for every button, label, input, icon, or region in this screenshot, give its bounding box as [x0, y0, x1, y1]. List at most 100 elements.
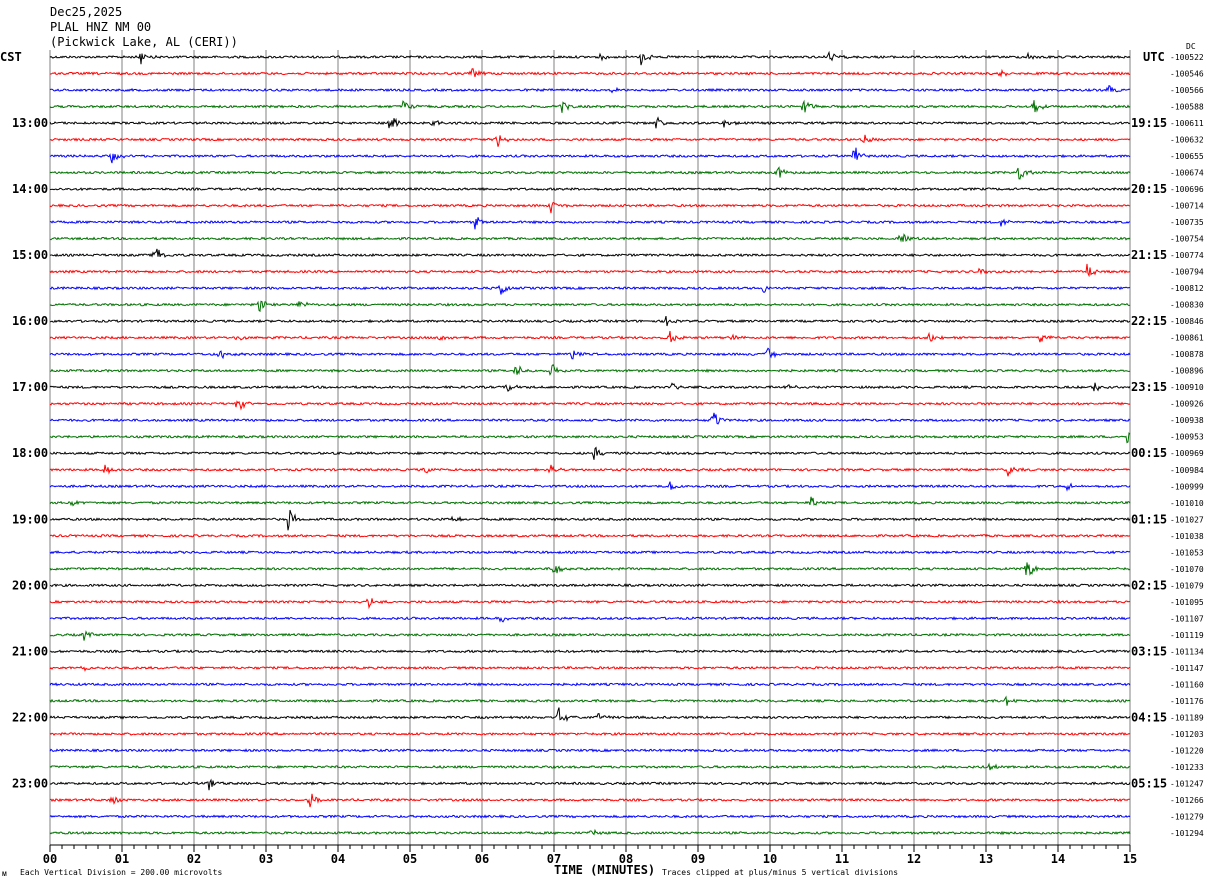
right-hour-label: 04:15 — [1131, 710, 1167, 724]
left-hour-label: 13:00 — [12, 116, 48, 130]
trace-line — [49, 731, 1131, 737]
x-tick-label: 13 — [979, 852, 993, 866]
right-hour-label: 20:15 — [1131, 182, 1167, 196]
right-hour-label: 00:15 — [1131, 446, 1167, 460]
x-axis: 00 01 02 03 04 05 06 07 08 09 10 11 12 13 14 15 — [43, 844, 1137, 866]
trace-offset-label: -101119 — [1170, 631, 1204, 640]
trace-offset-label: -100696 — [1170, 185, 1204, 194]
trace-line — [49, 116, 1131, 129]
seismic-traces — [49, 50, 1131, 836]
trace-line — [49, 284, 1131, 295]
trace-offset-label: -100588 — [1170, 103, 1204, 112]
trace-offset-label: -101053 — [1170, 548, 1204, 557]
trace-line — [49, 598, 1131, 610]
trace-offset-label: -101294 — [1170, 829, 1204, 838]
trace-line — [49, 828, 1131, 836]
trace-line — [49, 50, 1131, 66]
trace-offset-label: -100878 — [1170, 350, 1204, 359]
trace-line — [49, 382, 1131, 392]
trace-offset-label: -100910 — [1170, 383, 1204, 392]
x-tick-label: 05 — [403, 852, 417, 866]
trace-line — [49, 330, 1131, 343]
right-hour-label: 01:15 — [1131, 512, 1167, 526]
trace-offset-label: -100984 — [1170, 466, 1204, 475]
trace-line — [49, 134, 1131, 147]
x-tick-label: 09 — [691, 852, 705, 866]
trace-line — [49, 300, 1131, 313]
trace-offset-label: -100735 — [1170, 218, 1204, 227]
trace-line — [49, 583, 1131, 588]
trace-line — [49, 217, 1131, 230]
left-hour-label: 17:00 — [12, 380, 48, 394]
trace-line — [49, 562, 1131, 576]
x-tick-label: 08 — [619, 852, 633, 866]
trace-offset-label: -100611 — [1170, 119, 1204, 128]
trace-line — [49, 762, 1131, 771]
trace-offset-label: -100522 — [1170, 53, 1204, 62]
trace-offset-label: -101203 — [1170, 730, 1204, 739]
trace-offset-label: -100999 — [1170, 482, 1204, 491]
header-station: PLAL HNZ NM 00 — [50, 20, 151, 34]
trace-line — [49, 778, 1131, 791]
left-hour-label: 14:00 — [12, 182, 48, 196]
trace-line — [49, 248, 1131, 258]
right-hour-label: 23:15 — [1131, 380, 1167, 394]
trace-line — [49, 649, 1131, 654]
trace-offset-label: -101070 — [1170, 565, 1204, 574]
trace-line — [49, 695, 1131, 706]
x-tick-label: 15 — [1123, 852, 1137, 866]
time-labels: -100522 -100546 -100566 -100588 -100611 -1006… — [12, 53, 1204, 838]
trace-offset-label: -101147 — [1170, 664, 1204, 673]
trace-line — [49, 315, 1131, 327]
x-tick-label: 06 — [475, 852, 489, 866]
trace-offset-label: -100812 — [1170, 284, 1204, 293]
trace-offset-label: -100896 — [1170, 367, 1204, 376]
trace-offset-label: -100655 — [1170, 152, 1204, 161]
clip-note: Traces clipped at plus/minus 5 vertical … — [662, 868, 898, 877]
trace-offset-label: -100674 — [1170, 169, 1204, 178]
trace-offset-label: -101079 — [1170, 581, 1204, 590]
trace-offset-label: -100861 — [1170, 334, 1204, 343]
left-zone-label: CST — [0, 50, 22, 64]
trace-line — [49, 509, 1131, 531]
trace-line — [49, 814, 1131, 819]
trace-offset-label: -100953 — [1170, 433, 1204, 442]
trace-line — [49, 263, 1131, 278]
x-tick-label: 11 — [835, 852, 849, 866]
minute-gridlines — [49, 50, 1131, 845]
trace-line — [49, 68, 1131, 78]
trace-offset-label: -100846 — [1170, 317, 1204, 326]
trace-line — [49, 166, 1131, 180]
trace-line — [49, 233, 1131, 243]
trace-offset-label: -100830 — [1170, 301, 1204, 310]
trace-offset-label: -100566 — [1170, 86, 1204, 95]
trace-offset-label: -101134 — [1170, 647, 1204, 656]
left-hour-label: 16:00 — [12, 314, 48, 328]
x-tick-label: 07 — [547, 852, 561, 866]
trace-offset-label: -101095 — [1170, 598, 1204, 607]
left-hour-label: 22:00 — [12, 710, 48, 724]
header-date: Dec25,2025 — [50, 5, 122, 19]
trace-offset-label: -100969 — [1170, 449, 1204, 458]
trace-line — [49, 550, 1131, 555]
trace-offset-label: -101107 — [1170, 614, 1204, 623]
left-hour-label: 19:00 — [12, 512, 48, 526]
left-hour-label: 15:00 — [12, 248, 48, 262]
division-note: Each Vertical Division = 200.00 microvol… — [20, 868, 222, 877]
x-tick-label: 01 — [115, 852, 129, 866]
trace-line — [49, 464, 1130, 477]
left-hour-label: 23:00 — [12, 776, 48, 790]
trace-line — [49, 347, 1131, 360]
trace-offset-label: -101010 — [1170, 499, 1204, 508]
trace-offset-label: -101247 — [1170, 779, 1204, 788]
trace-offset-label: -100938 — [1170, 416, 1204, 425]
right-hour-label: 19:15 — [1131, 116, 1167, 130]
trace-offset-label: -101233 — [1170, 763, 1204, 772]
right-hour-label: 22:15 — [1131, 314, 1167, 328]
trace-offset-label: -100794 — [1170, 268, 1204, 277]
trace-line — [49, 481, 1131, 492]
right-hour-label: 21:15 — [1131, 248, 1167, 262]
x-tick-label: 10 — [763, 852, 777, 866]
trace-offset-label: -101220 — [1170, 746, 1204, 755]
left-hour-label: 20:00 — [12, 578, 48, 592]
